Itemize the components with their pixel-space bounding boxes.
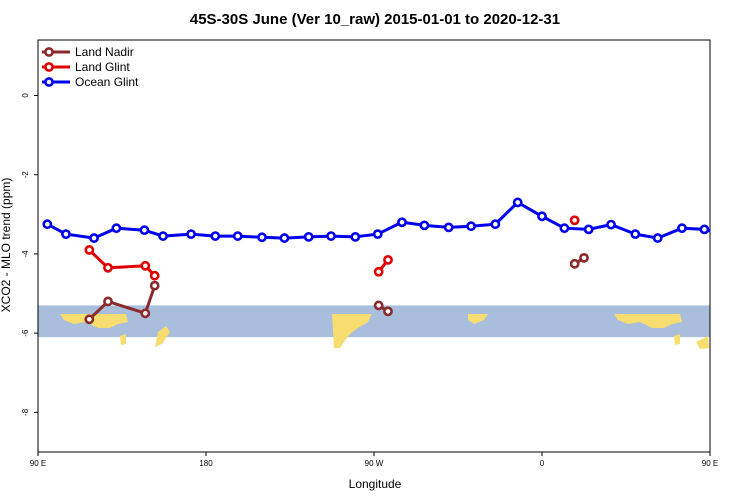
data-point — [583, 224, 594, 235]
data-point — [537, 211, 547, 222]
data-point — [630, 229, 641, 240]
land-shape — [332, 314, 372, 348]
data-point — [419, 220, 430, 231]
data-point — [350, 231, 361, 242]
x-tick-label: 90 E — [702, 459, 718, 468]
y-tick-label: -4 — [21, 250, 30, 258]
y-axis-label: XCO2 - MLO trend (ppm) — [0, 178, 13, 313]
series-line — [46, 200, 710, 240]
x-tick-label: 90 E — [30, 459, 46, 468]
x-axis-label: Longitude — [349, 477, 402, 491]
chart-title: 45S-30S June (Ver 10_raw) 2015-01-01 to … — [190, 11, 560, 28]
y-tick-label: -2 — [21, 171, 30, 179]
x-tick-label: 180 — [199, 459, 213, 468]
data-point — [383, 306, 393, 317]
series-line — [88, 248, 156, 277]
y-tick-label: -8 — [21, 408, 30, 416]
data-point — [326, 231, 336, 241]
x-tick-label: 0 — [540, 459, 545, 468]
legend-marker — [44, 47, 54, 57]
data-point — [140, 308, 151, 319]
series-land-glint — [84, 215, 580, 281]
y-tick-label: -6 — [21, 329, 30, 337]
data-point — [158, 231, 168, 241]
data-point — [111, 223, 122, 234]
legend-label: Ocean Glint — [75, 75, 139, 89]
data-point — [279, 233, 290, 243]
series-land-nadir — [84, 252, 589, 325]
land-shape — [614, 314, 682, 328]
data-point — [606, 219, 616, 230]
legend-label: Land Nadir — [75, 45, 134, 59]
land-shape — [696, 336, 709, 349]
data-point — [466, 221, 476, 232]
y-tick-label: 0 — [21, 93, 30, 98]
data-point — [652, 233, 663, 243]
data-point — [397, 217, 407, 228]
data-point — [699, 224, 710, 235]
data-point — [103, 296, 113, 307]
x-axis: 90 E 180 90 W 0 90 E — [30, 452, 718, 468]
land-shape — [120, 334, 126, 345]
data-point — [89, 233, 99, 243]
land-shape — [155, 326, 170, 347]
data-point — [569, 215, 580, 226]
ocean-band — [38, 305, 710, 338]
data-point — [677, 223, 687, 234]
land-shape — [674, 334, 680, 345]
data-point — [372, 229, 383, 240]
legend-marker — [44, 77, 54, 87]
data-point — [140, 260, 151, 271]
plot-frame — [37, 39, 711, 453]
data-point — [103, 262, 113, 273]
data-point — [149, 270, 160, 281]
series-line — [88, 285, 157, 321]
data-point — [61, 229, 71, 240]
x-tick-label: 90 W — [365, 459, 384, 468]
data-point — [373, 300, 384, 311]
data-point — [139, 225, 150, 236]
legend-marker — [44, 62, 54, 72]
legend-label: Land Glint — [75, 60, 130, 74]
data-point — [512, 197, 523, 208]
data-point — [383, 254, 393, 265]
data-point — [186, 229, 196, 240]
data-point — [84, 245, 95, 255]
map-background — [38, 305, 710, 349]
data-point — [210, 231, 221, 241]
data-point — [149, 280, 160, 291]
data-point — [559, 223, 570, 234]
data-point — [303, 231, 314, 242]
data-point — [373, 266, 384, 277]
data-point — [257, 232, 267, 243]
land-shape — [60, 314, 128, 328]
land-shape — [468, 314, 488, 324]
data-point — [569, 258, 580, 269]
data-point — [725, 232, 732, 239]
y-axis: 0 -2 -4 -6 -8 — [21, 93, 38, 416]
series-group — [42, 197, 732, 325]
data-point — [443, 222, 454, 233]
series-ocean-glint — [42, 197, 732, 243]
data-point — [232, 231, 243, 241]
data-point — [84, 314, 95, 325]
data-point — [42, 219, 53, 230]
land-shapes — [60, 314, 709, 349]
data-point — [490, 219, 501, 230]
data-point — [579, 252, 589, 263]
